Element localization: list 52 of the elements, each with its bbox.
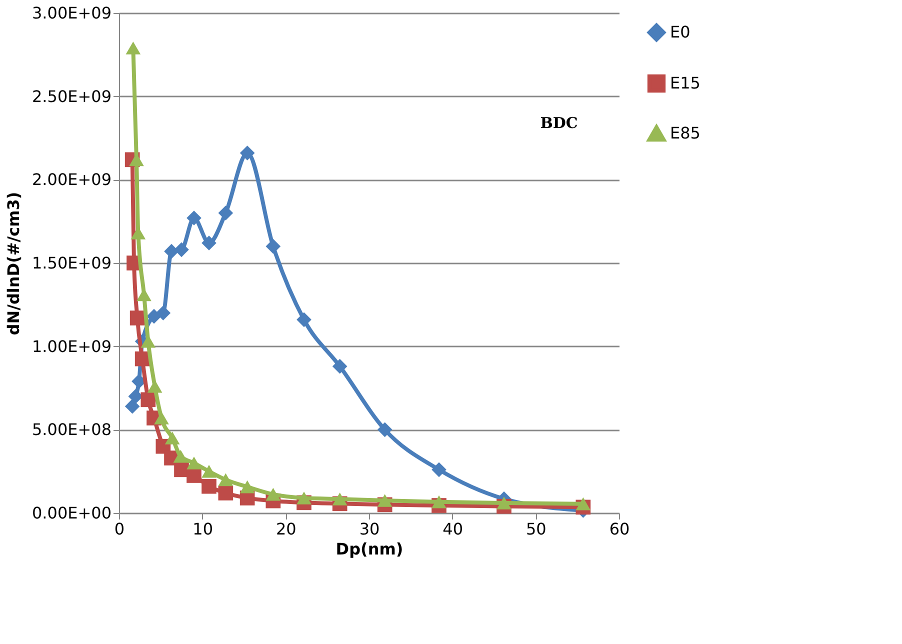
- y-tick-label: 3.00E+09: [32, 4, 112, 22]
- x-tick-label: 10: [192, 520, 214, 538]
- y-tick-label: 0.00E+00: [32, 504, 112, 522]
- point: [186, 468, 202, 483]
- point: [266, 238, 281, 254]
- y-tick-label: 1.50E+09: [32, 254, 112, 272]
- y-tick-label: 1.00E+09: [32, 336, 112, 356]
- point: [174, 242, 189, 258]
- point: [186, 456, 202, 470]
- y-axis-title: dN/dlnD(#/cm3): [4, 192, 23, 336]
- point: [202, 464, 216, 478]
- legend-label: E0: [670, 22, 690, 42]
- x-tick-label: 30: [359, 520, 380, 538]
- y-tick-label: 2.00E+09: [32, 170, 112, 190]
- point: [186, 210, 202, 226]
- point: [296, 492, 312, 504]
- x-tick-label: 0: [114, 520, 125, 538]
- legend-label: E15: [670, 74, 700, 92]
- x-axis-title: Dp(nm): [336, 540, 404, 558]
- y-tick-label: 2.50E+09: [32, 86, 112, 106]
- point: [377, 422, 392, 438]
- point: [218, 473, 234, 486]
- point: [218, 206, 234, 220]
- point: [126, 42, 141, 54]
- legend-label: E85: [670, 124, 700, 142]
- annotation: BDC: [540, 114, 578, 132]
- x-tick-label: 40: [442, 520, 464, 538]
- x-tick-label: 60: [609, 520, 630, 538]
- point: [130, 310, 145, 326]
- point: [140, 392, 156, 408]
- point: [296, 312, 312, 328]
- y-tick-label: 5.00E+08: [32, 420, 112, 440]
- point: [432, 495, 446, 508]
- point: [496, 496, 512, 510]
- point: [202, 478, 216, 494]
- point: [164, 432, 180, 444]
- point: [240, 480, 255, 494]
- x-tick-label: 20: [276, 520, 296, 538]
- point: [156, 306, 171, 320]
- point: [266, 488, 281, 501]
- point: [332, 358, 348, 374]
- point: [164, 244, 179, 259]
- point: [218, 486, 234, 500]
- x-tick-label: 50: [526, 520, 546, 538]
- point: [202, 236, 216, 250]
- point: [377, 494, 392, 507]
- point: [332, 492, 348, 506]
- point: [173, 450, 188, 463]
- point: [154, 412, 169, 424]
- point: [240, 146, 255, 160]
- point: [124, 398, 140, 414]
- point: [432, 462, 446, 478]
